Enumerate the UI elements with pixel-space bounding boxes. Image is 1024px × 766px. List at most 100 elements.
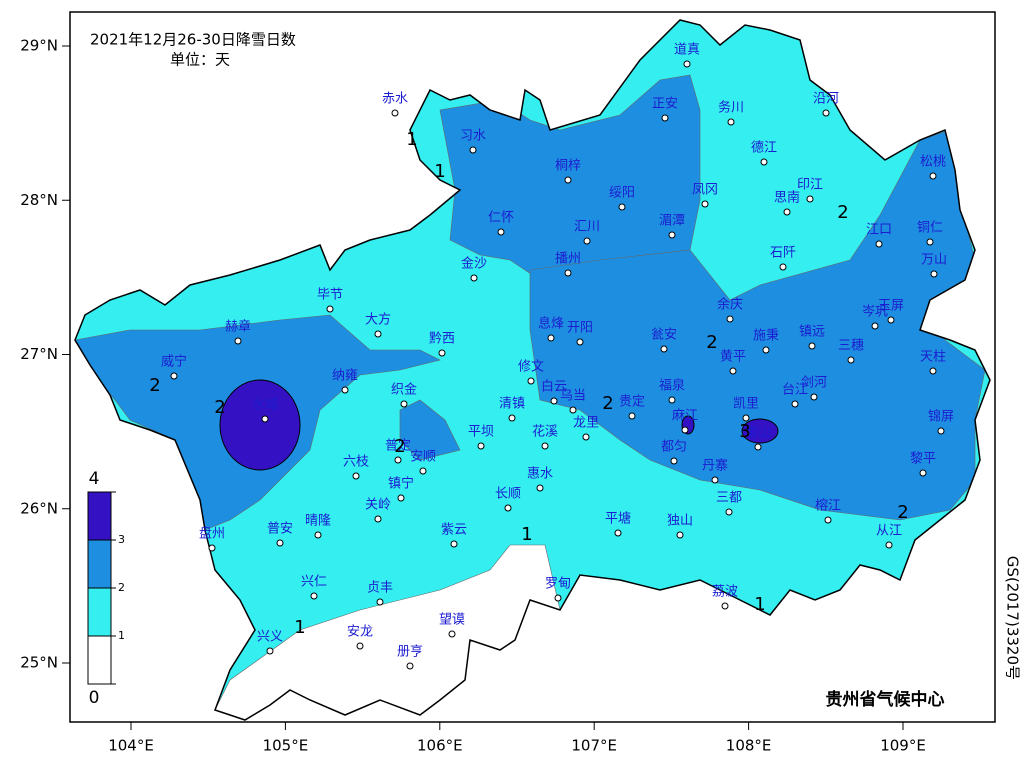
- city-dot: [170, 372, 178, 380]
- city-label: 赫章: [225, 319, 251, 335]
- city-label: 纳雍: [332, 368, 358, 384]
- city-label: 瓮安: [651, 328, 677, 343]
- city-dot: [310, 592, 318, 600]
- license-number: GS(2017)3320号: [1004, 556, 1022, 680]
- city-dot: [406, 662, 414, 670]
- city-dot: [760, 158, 768, 166]
- city-label: 播州: [555, 252, 581, 267]
- city-dot: [477, 442, 485, 450]
- city-dot: [397, 494, 405, 502]
- level-2-area: [399, 399, 461, 461]
- city-dot: [469, 146, 477, 154]
- city-label: 乌当: [560, 388, 586, 404]
- city-label: 仁怀: [488, 211, 514, 226]
- city-dot: [326, 305, 334, 313]
- city-dot: [871, 322, 879, 330]
- city-label: 务川: [718, 100, 744, 116]
- city-dot: [376, 598, 384, 606]
- city-label: 习水: [460, 129, 486, 144]
- city-dot: [438, 349, 446, 357]
- city-label: 思南: [774, 190, 800, 206]
- city-label: 安龙: [347, 625, 373, 640]
- city-label: 水城: [252, 398, 278, 413]
- x-tick-label: 105°E: [263, 737, 309, 755]
- city-label: 荔波: [712, 585, 738, 600]
- city-dot: [937, 427, 945, 435]
- y-tick-label: 28°N: [20, 191, 58, 209]
- city-dot: [450, 540, 458, 548]
- city-dot: [536, 484, 544, 492]
- level-3-area: [741, 418, 779, 444]
- city-dot: [547, 334, 555, 342]
- city-label: 绥阳: [609, 186, 635, 201]
- city-label: 凤冈: [692, 183, 718, 198]
- city-dot: [508, 414, 516, 422]
- level-3-area: [219, 379, 301, 471]
- city-dot: [564, 176, 572, 184]
- city-dot: [261, 415, 269, 423]
- city-dot: [208, 544, 216, 552]
- city-dot: [394, 456, 402, 464]
- city-label: 沿河: [813, 92, 839, 107]
- x-tick-label: 107°E: [571, 737, 617, 755]
- city-dot: [727, 118, 735, 126]
- city-dot: [419, 467, 427, 475]
- city-dot: [374, 515, 382, 523]
- contour-label: 2: [149, 375, 160, 396]
- contour-label: 2: [602, 393, 613, 414]
- city-dot: [497, 228, 505, 236]
- contour-label: 2: [897, 502, 908, 523]
- city-dot: [742, 414, 750, 422]
- contour-label: 2: [394, 436, 405, 457]
- city-dot: [919, 469, 927, 477]
- city-dot: [448, 630, 456, 638]
- city-dot: [668, 231, 676, 239]
- city-dot: [824, 516, 832, 524]
- city-label: 从江: [876, 524, 902, 539]
- city-label: 丹寨: [702, 458, 728, 474]
- city-label: 黎平: [910, 452, 936, 467]
- city-label: 三都: [716, 491, 742, 506]
- contour-label: 1: [521, 524, 532, 545]
- city-label: 罗甸: [545, 577, 571, 592]
- city-label: 三穗: [838, 339, 864, 354]
- city-label: 榕江: [815, 499, 841, 514]
- city-label: 织金: [391, 382, 417, 398]
- city-label: 平塘: [605, 511, 631, 527]
- city-dot: [391, 109, 399, 117]
- city-label: 岑巩: [862, 305, 888, 320]
- city-dot: [929, 367, 937, 375]
- city-dot: [721, 602, 729, 610]
- level-2-area: [529, 129, 986, 521]
- city-dot: [822, 109, 830, 117]
- city-dot: [628, 412, 636, 420]
- city-label: 施秉: [753, 328, 779, 344]
- legend-swatch: [87, 587, 112, 637]
- city-label: 江口: [866, 223, 892, 238]
- city-dot: [234, 337, 242, 345]
- city-label: 正安: [652, 97, 678, 112]
- city-label: 镇宁: [388, 476, 414, 492]
- legend-swatch: [87, 491, 112, 541]
- city-label: 天柱: [920, 350, 946, 365]
- city-dot: [276, 539, 284, 547]
- city-dot: [374, 330, 382, 338]
- city-label: 威宁: [161, 354, 187, 370]
- city-label: 道真: [674, 43, 700, 58]
- city-dot: [527, 377, 535, 385]
- city-dot: [847, 356, 855, 364]
- city-dot: [754, 443, 762, 451]
- city-dot: [550, 397, 558, 405]
- legend-swatch: [87, 539, 112, 589]
- legend-label: 4: [89, 469, 100, 489]
- city-label: 桐梓: [555, 159, 581, 174]
- city-label: 册亨: [397, 644, 423, 660]
- city-label: 六枝: [343, 455, 369, 470]
- city-dot: [582, 433, 590, 441]
- city-dot: [569, 406, 577, 414]
- city-dot: [929, 172, 937, 180]
- city-label: 万山: [921, 253, 947, 268]
- y-tick-label: 26°N: [20, 499, 58, 517]
- city-dot: [729, 367, 737, 375]
- city-dot: [554, 594, 562, 602]
